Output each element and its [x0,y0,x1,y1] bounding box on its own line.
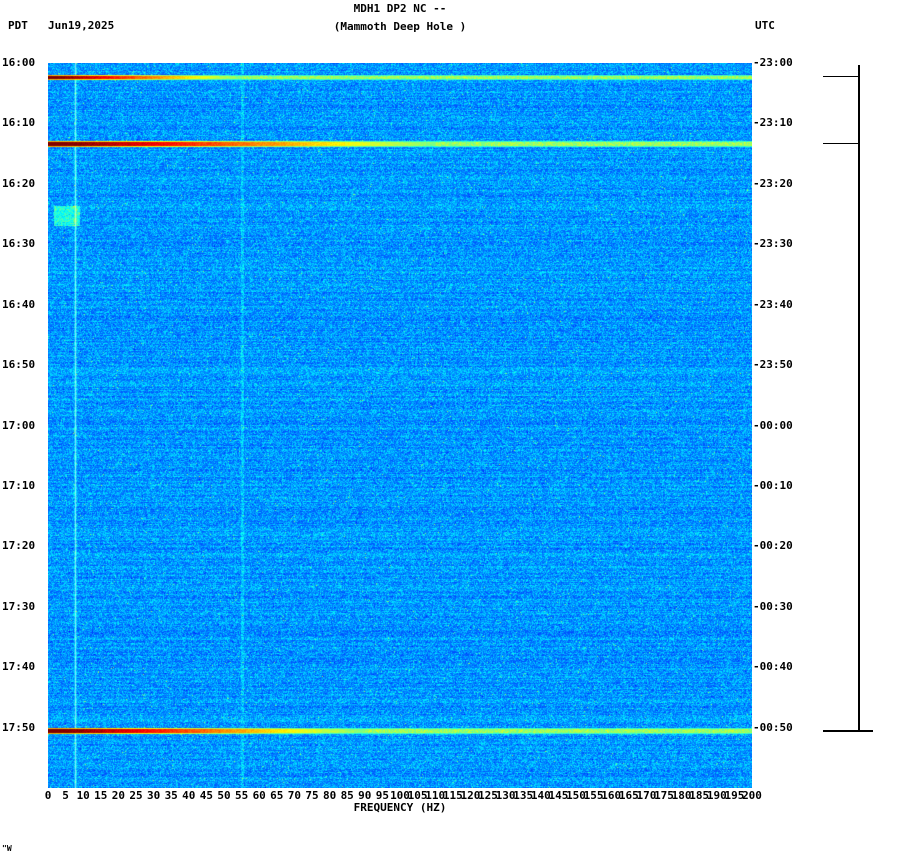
freq-tick-label: 195 [724,789,745,802]
time-label-left: 16:30 [2,237,36,251]
time-label-left: 17:00 [2,418,36,432]
time-label-left: 17:40 [2,660,36,674]
freq-tick-label: 180 [671,789,692,802]
freq-tick-label: 5 [62,789,69,802]
freq-tick-label: 190 [706,789,727,802]
freq-tick-label: 0 [44,789,52,802]
freq-tick-label: 80 [322,789,337,802]
freq-tick-label: 110 [425,789,446,802]
marker-bar-tick [823,142,858,145]
time-label-right: -23:10 [753,116,793,130]
freq-tick-label: 15 [94,789,108,802]
spectrogram-canvas [48,63,752,788]
freq-tick-label: 95 [375,789,390,802]
freq-tick-label: 100 [390,789,410,802]
corner-note: "W [2,844,12,853]
time-label-left: 16:20 [2,176,36,190]
freq-tick-label: 135 [513,789,534,802]
freq-tick-label: 50 [217,789,231,802]
freq-tick-label: 150 [566,789,586,802]
plot-title-line1: MDH1 DP2 NC -- [353,2,447,15]
time-label-right: -00:50 [753,720,793,734]
freq-tick-label: 175 [654,789,674,802]
time-label-right: -23:00 [753,56,793,69]
time-label-left: 16:10 [2,116,36,130]
timezone-left-label: PDT [8,19,28,32]
time-label-left: 17:10 [2,478,36,492]
time-label-right: -23:40 [753,297,793,311]
freq-tick-label: 65 [270,789,284,802]
freq-tick-label: 25 [129,789,143,802]
time-label-right: -23:50 [753,358,793,372]
freq-tick-label: 165 [618,789,639,802]
freq-tick-label: 160 [601,789,622,802]
freq-tick-label: 130 [495,789,516,802]
freq-tick-label: 90 [358,789,372,802]
freq-tick-label: 60 [252,789,266,802]
marker-bar-line [858,65,860,732]
freq-tick-label: 145 [548,789,569,802]
freq-tick-label: 105 [407,789,428,802]
date-label: Jun19,2025 [48,19,115,32]
freq-tick-label: 140 [530,789,551,802]
freq-tick-label: 155 [583,789,604,802]
time-label-right: -23:30 [753,237,793,251]
freq-tick-label: 120 [460,789,481,802]
freq-tick-label: 200 [742,789,762,802]
time-label-right: -00:40 [753,660,793,674]
time-label-right: -23:20 [753,176,793,190]
time-label-left: 16:50 [2,358,36,372]
time-label-left: 16:40 [2,297,36,311]
freq-tick-label: 35 [164,789,178,802]
freq-tick-label: 170 [636,789,657,802]
time-label-right: -00:10 [753,478,793,492]
freq-tick-label: 85 [340,789,354,802]
time-label-left: 17:30 [2,599,36,613]
freq-tick-label: 75 [305,789,319,802]
freq-tick-label: 115 [442,789,463,802]
freq-tick-label: 45 [199,789,214,802]
time-label-left: 17:50 [2,720,36,734]
freq-tick-label: 20 [111,789,126,802]
freq-tick-label: 70 [287,789,302,802]
time-label-right: -00:20 [753,539,793,553]
x-axis-title: FREQUENCY (HZ) [353,801,447,814]
freq-tick-label: 55 [234,789,249,802]
freq-tick-label: 30 [146,789,161,802]
time-label-left: 16:00 [2,56,36,69]
time-label-right: -00:30 [753,599,793,613]
plot-title-line2: (Mammoth Deep Hole ) [333,20,467,33]
freq-tick-label: 40 [182,789,196,802]
freq-tick-label: 10 [76,789,90,802]
marker-bar-tick [823,730,873,732]
timezone-right-label: UTC [755,19,775,32]
marker-bar-tick [823,75,858,78]
time-label-left: 17:20 [2,539,36,553]
freq-tick-label: 125 [478,789,498,802]
freq-tick-label: 185 [689,789,710,802]
time-label-right: -00:00 [753,418,793,432]
